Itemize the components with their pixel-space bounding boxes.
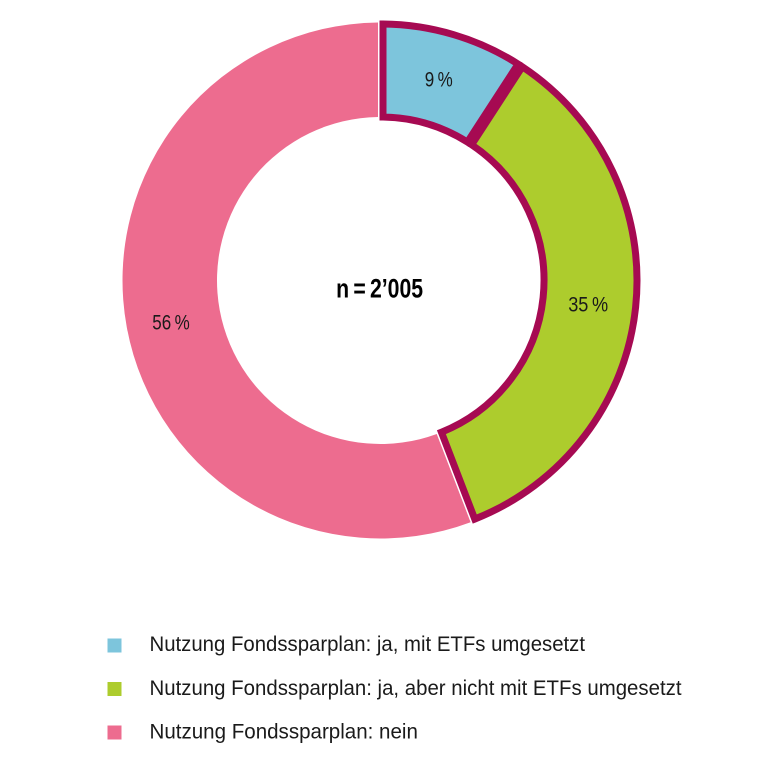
svg-text:Nutzung Fondssparplan: nein: Nutzung Fondssparplan: nein bbox=[150, 721, 418, 744]
svg-text:n = 2’005: n = 2’005 bbox=[336, 273, 423, 303]
svg-text:9 %: 9 % bbox=[425, 68, 453, 92]
svg-text:Nutzung Fondssparplan: ja, abe: Nutzung Fondssparplan: ja, aber nicht mi… bbox=[150, 677, 682, 700]
svg-text:35 %: 35 % bbox=[568, 292, 608, 316]
svg-text:Nutzung Fondssparplan: ja, mit: Nutzung Fondssparplan: ja, mit ETFs umge… bbox=[150, 633, 586, 656]
svg-text:56 %: 56 % bbox=[152, 310, 190, 334]
